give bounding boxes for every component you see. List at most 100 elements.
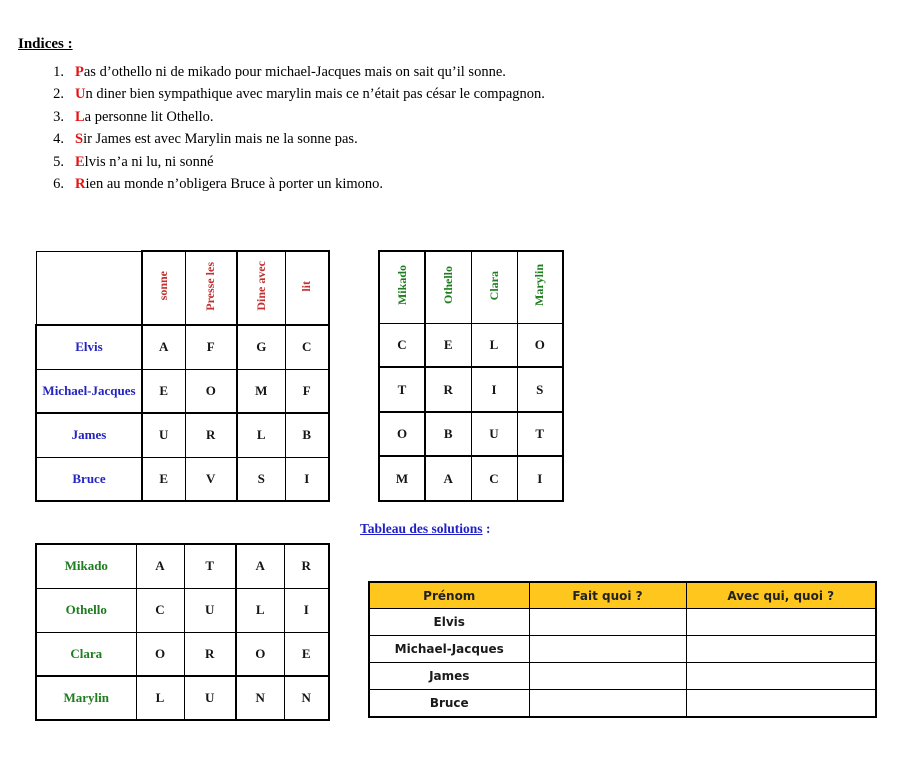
clue-item: 3. La personne lit Othello.: [42, 106, 602, 128]
solutions-link-colon: :: [482, 521, 491, 536]
clue-text: Un diner bien sympathique avec marylin m…: [75, 83, 545, 105]
solutions-name-elvis: Elvis: [368, 608, 530, 636]
solutions-answer-cell[interactable]: [528, 689, 687, 718]
clue-list: 1. Pas d’othello ni de mikado pour micha…: [42, 61, 602, 195]
solutions-name-bruce: Bruce: [368, 689, 530, 718]
grid-row: Marylin L U N N: [35, 675, 330, 721]
solutions-answer-cell[interactable]: [528, 608, 687, 636]
solutions-header-row: Prénom Fait quoi ? Avec qui, quoi ?: [368, 581, 877, 609]
grid-cell: V: [184, 456, 238, 502]
grid-row: Michael-Jacques E O M F: [35, 368, 330, 414]
column-header-clara: Clara: [470, 250, 518, 324]
grid-cell: F: [184, 324, 238, 370]
solutions-answer-cell[interactable]: [685, 689, 877, 718]
rotated-header-label: lit: [299, 281, 314, 292]
row-label-mikado: Mikado: [35, 543, 137, 589]
grid-cell: M: [378, 455, 426, 502]
grid-cell: G: [236, 324, 286, 370]
grid-cell: B: [284, 412, 330, 458]
clue-item: 2. Un diner bien sympathique avec maryli…: [42, 83, 602, 105]
clue-rest: as d’othello ni de mikado pour michael-J…: [83, 64, 506, 80]
clue-item: 4. Sir James est avec Marylin mais ne la…: [42, 128, 602, 150]
solutions-answer-cell[interactable]: [528, 635, 687, 663]
clue-initial: R: [75, 176, 86, 193]
solutions-row: Elvis: [368, 608, 877, 636]
grid-cell: S: [236, 456, 286, 502]
grid-cell: N: [235, 675, 285, 721]
clue-initial: P: [75, 64, 84, 80]
grid-cell: L: [470, 322, 518, 368]
grid-cell: I: [470, 366, 518, 413]
rotated-header-label: Presse les: [203, 261, 218, 311]
grid-cell: T: [378, 366, 426, 413]
grid-corner-cell: [35, 250, 143, 326]
grid-cell: A: [235, 543, 285, 589]
grid-cell: A: [424, 455, 472, 502]
solutions-link[interactable]: Tableau des solutions: [360, 521, 483, 536]
solutions-answer-cell[interactable]: [685, 635, 877, 663]
clue-text: Pas d’othello ni de mikado pour michael-…: [75, 61, 506, 83]
grid-cell: I: [516, 455, 564, 502]
grid-cell: C: [284, 324, 330, 370]
solutions-answer-cell[interactable]: [528, 662, 687, 690]
clue-number: 3.: [53, 108, 64, 125]
rotated-header-label: Mikado: [394, 265, 409, 306]
grid-cell: O: [184, 368, 238, 414]
grid-row: Elvis A F G C: [35, 324, 330, 370]
clue-initial: S: [75, 131, 84, 148]
clue-initial: U: [75, 86, 86, 103]
clue-number: 6.: [53, 176, 64, 193]
row-label-james: James: [35, 412, 143, 458]
grid-cell: O: [516, 322, 564, 368]
grid-cell: S: [516, 366, 564, 413]
grid-cell: E: [141, 456, 186, 502]
column-header-mikado: Mikado: [378, 250, 426, 324]
grid-cell: I: [284, 456, 330, 502]
column-header-lit: lit: [284, 250, 330, 326]
solutions-name-michael-jacques: Michael-Jacques: [368, 635, 530, 663]
clue-rest: ir James est avec Marylin mais ne la son…: [83, 131, 358, 148]
grid-cell: N: [283, 675, 330, 721]
grid-objects-letters: Mikado A T A R Othello C U L I Clara O R…: [35, 543, 330, 721]
clue-item: 5. Elvis n’a ni lu, ni sonné: [42, 151, 602, 173]
grid-cell: A: [141, 324, 186, 370]
grid-cell: C: [135, 587, 185, 633]
grid-row: M A C I: [378, 455, 564, 502]
indices-heading: Indices :: [18, 36, 73, 52]
grid-cell: L: [135, 675, 185, 721]
clue-initial: L: [75, 108, 85, 125]
clue-rest: ien au monde n’obligera Bruce à porter u…: [85, 176, 384, 193]
solutions-header-fait-quoi: Fait quoi ?: [528, 581, 687, 609]
grid-cell: T: [183, 543, 237, 589]
clue-number: 2.: [53, 86, 64, 103]
rotated-header-label: Marylin: [532, 264, 547, 307]
solutions-answer-cell[interactable]: [685, 662, 877, 690]
grid-row: O B U T: [378, 411, 564, 457]
solutions-header-prenom: Prénom: [368, 581, 530, 609]
column-header-presse-les: Presse les: [184, 250, 238, 326]
column-header-marylin: Marylin: [516, 250, 564, 324]
clue-text: Sir James est avec Marylin mais ne la so…: [75, 128, 358, 150]
grid-cell: T: [516, 411, 564, 457]
grid-cell: E: [283, 631, 330, 677]
clue-rest: a personne lit Othello.: [84, 108, 214, 125]
grid-cell: R: [283, 543, 330, 589]
clue-text: Elvis n’a ni lu, ni sonné: [75, 151, 214, 173]
solutions-row: James: [368, 662, 877, 690]
grid-cell: R: [183, 631, 237, 677]
clue-rest: n diner bien sympathique avec marylin ma…: [85, 86, 545, 103]
clue-item: 6. Rien au monde n’obligera Bruce à port…: [42, 173, 602, 195]
row-label-bruce: Bruce: [35, 456, 143, 502]
rotated-header-label: Dine avec: [253, 261, 268, 311]
clue-text: Rien au monde n’obligera Bruce à porter …: [75, 173, 383, 195]
grid-cell: O: [378, 411, 426, 457]
grid-cell: U: [141, 412, 186, 458]
grid-cell: E: [424, 322, 472, 368]
solutions-answer-cell[interactable]: [685, 608, 877, 636]
grid-row: C E L O: [378, 322, 564, 368]
grid-cell: O: [235, 631, 285, 677]
clue-number: 1.: [53, 64, 64, 80]
rotated-header-label: Clara: [486, 270, 501, 300]
grid-cell: R: [424, 366, 472, 413]
